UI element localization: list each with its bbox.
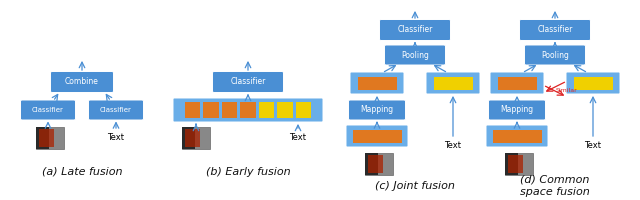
FancyBboxPatch shape <box>185 129 200 147</box>
FancyBboxPatch shape <box>566 72 620 94</box>
FancyBboxPatch shape <box>222 102 237 118</box>
Text: (c) Joint fusion: (c) Joint fusion <box>375 181 455 191</box>
FancyBboxPatch shape <box>447 76 460 90</box>
Text: Combine: Combine <box>65 77 99 86</box>
Text: Text: Text <box>289 134 307 142</box>
FancyBboxPatch shape <box>600 76 612 90</box>
FancyBboxPatch shape <box>368 155 383 173</box>
Text: (a) Late fusion: (a) Late fusion <box>42 167 122 177</box>
FancyBboxPatch shape <box>573 76 586 90</box>
FancyBboxPatch shape <box>349 100 406 120</box>
FancyBboxPatch shape <box>385 45 445 65</box>
FancyBboxPatch shape <box>365 130 378 142</box>
FancyBboxPatch shape <box>520 20 591 40</box>
FancyBboxPatch shape <box>486 125 548 147</box>
FancyBboxPatch shape <box>259 102 274 118</box>
FancyBboxPatch shape <box>497 76 511 90</box>
FancyBboxPatch shape <box>358 76 371 90</box>
FancyBboxPatch shape <box>182 127 195 149</box>
FancyBboxPatch shape <box>493 130 506 142</box>
FancyBboxPatch shape <box>204 102 219 118</box>
Text: Pooling: Pooling <box>401 50 429 60</box>
Text: (b) Early fusion: (b) Early fusion <box>205 167 291 177</box>
FancyBboxPatch shape <box>388 130 401 142</box>
FancyBboxPatch shape <box>88 100 143 120</box>
Text: Classifier: Classifier <box>100 107 132 113</box>
FancyBboxPatch shape <box>383 76 397 90</box>
FancyBboxPatch shape <box>380 20 451 40</box>
FancyBboxPatch shape <box>182 127 210 149</box>
Text: Pooling: Pooling <box>541 50 569 60</box>
FancyBboxPatch shape <box>426 72 480 94</box>
FancyBboxPatch shape <box>376 130 390 142</box>
FancyBboxPatch shape <box>212 72 284 92</box>
FancyBboxPatch shape <box>296 102 311 118</box>
FancyBboxPatch shape <box>350 72 404 94</box>
FancyBboxPatch shape <box>51 72 113 92</box>
FancyBboxPatch shape <box>371 76 383 90</box>
FancyBboxPatch shape <box>365 153 378 175</box>
FancyBboxPatch shape <box>353 130 365 142</box>
FancyBboxPatch shape <box>241 102 255 118</box>
FancyBboxPatch shape <box>586 76 600 90</box>
FancyBboxPatch shape <box>508 155 524 173</box>
Text: Text: Text <box>108 134 125 142</box>
FancyBboxPatch shape <box>516 130 529 142</box>
FancyBboxPatch shape <box>346 125 408 147</box>
Text: Mapping: Mapping <box>500 106 534 114</box>
FancyBboxPatch shape <box>511 76 524 90</box>
FancyBboxPatch shape <box>365 153 393 175</box>
FancyBboxPatch shape <box>20 100 76 120</box>
Text: Classifier: Classifier <box>397 25 433 34</box>
FancyBboxPatch shape <box>36 127 64 149</box>
FancyBboxPatch shape <box>173 98 323 122</box>
Text: Text: Text <box>584 140 602 150</box>
Text: Similar: Similar <box>556 88 578 94</box>
FancyBboxPatch shape <box>39 129 54 147</box>
FancyBboxPatch shape <box>524 76 536 90</box>
FancyBboxPatch shape <box>36 127 49 149</box>
FancyBboxPatch shape <box>505 153 518 175</box>
Text: (d) Common
space fusion: (d) Common space fusion <box>520 175 590 197</box>
FancyBboxPatch shape <box>505 153 533 175</box>
Text: Classifier: Classifier <box>32 107 64 113</box>
Text: Mapping: Mapping <box>360 106 394 114</box>
FancyBboxPatch shape <box>488 100 545 120</box>
FancyBboxPatch shape <box>185 102 200 118</box>
Text: Classifier: Classifier <box>538 25 573 34</box>
FancyBboxPatch shape <box>504 130 518 142</box>
FancyBboxPatch shape <box>490 72 544 94</box>
FancyBboxPatch shape <box>460 76 472 90</box>
FancyBboxPatch shape <box>277 102 292 118</box>
Text: Text: Text <box>445 140 461 150</box>
Text: Classifier: Classifier <box>230 77 266 86</box>
FancyBboxPatch shape <box>433 76 447 90</box>
FancyBboxPatch shape <box>529 130 541 142</box>
FancyBboxPatch shape <box>525 45 586 65</box>
